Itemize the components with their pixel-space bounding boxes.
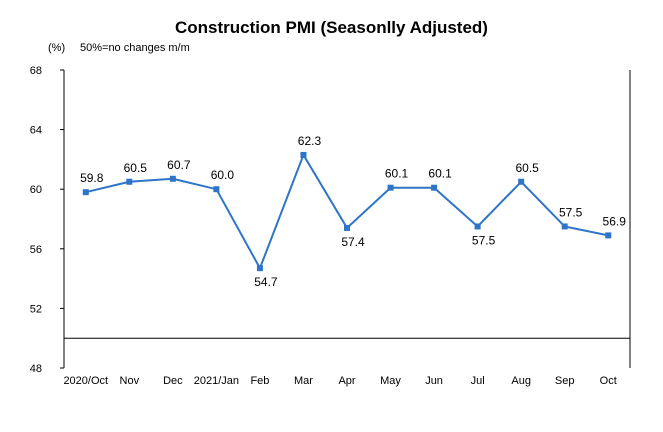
chart-note: 50%=no changes m/m xyxy=(80,42,190,54)
x-tick-label: 2020/Oct xyxy=(63,375,108,387)
x-tick-label: May xyxy=(380,375,401,387)
data-point xyxy=(82,189,89,196)
x-tick-label: Dec xyxy=(163,375,183,387)
y-tick-label: 60 xyxy=(30,184,42,196)
data-point xyxy=(256,265,263,272)
x-tick-label: Jul xyxy=(471,375,485,387)
data-label: 62.3 xyxy=(298,134,322,148)
data-label: 57.5 xyxy=(472,233,496,247)
data-label: 57.5 xyxy=(559,205,583,219)
x-tick-label: Apr xyxy=(338,375,355,387)
data-label: 60.5 xyxy=(515,161,539,175)
data-point xyxy=(474,223,481,230)
data-label: 60.5 xyxy=(124,161,148,175)
data-label: 60.1 xyxy=(428,167,452,181)
data-label: 54.7 xyxy=(254,275,278,289)
y-unit-label: (%) xyxy=(48,42,65,54)
data-label: 60.7 xyxy=(167,158,191,172)
x-tick-label: Oct xyxy=(600,375,617,387)
data-label: 56.9 xyxy=(603,214,627,228)
data-point xyxy=(518,178,525,185)
axes xyxy=(63,70,631,368)
data-point xyxy=(126,178,133,185)
y-tick-label: 64 xyxy=(30,125,42,137)
data-point xyxy=(213,186,220,193)
x-tick-label: Feb xyxy=(250,375,269,387)
data-point xyxy=(387,184,394,191)
data-label: 59.8 xyxy=(80,171,104,185)
data-point xyxy=(300,151,307,158)
data-point xyxy=(561,223,568,230)
y-tick-label: 56 xyxy=(30,244,42,256)
data-point xyxy=(605,232,612,239)
y-tick-labels: 48 52 56 60 64 68 xyxy=(30,65,64,375)
chart-title: Construction PMI (Seasonlly Adjusted) xyxy=(175,18,488,37)
data-labels: 59.8 60.5 60.7 60.0 54.7 62.3 57.4 60.1 60.1 57.5… xyxy=(80,134,626,289)
x-tick-labels: 2020/Oct Nov Dec 2021/Jan Feb Mar Apr May Jun Jul… xyxy=(63,375,616,387)
data-label: 57.4 xyxy=(341,235,365,249)
x-tick-label: Mar xyxy=(294,375,313,387)
x-tick-label: Aug xyxy=(511,375,531,387)
data-point xyxy=(169,175,176,182)
x-tick-label: Sep xyxy=(555,375,575,387)
data-label: 60.0 xyxy=(211,168,235,182)
data-label: 60.1 xyxy=(385,167,409,181)
x-tick-label: Nov xyxy=(120,375,140,387)
x-tick-label: 2021/Jan xyxy=(194,375,239,387)
x-tick-label: Jun xyxy=(425,375,443,387)
y-tick-label: 68 xyxy=(30,65,42,77)
y-tick-label: 48 xyxy=(30,363,42,375)
data-point xyxy=(431,184,438,191)
series-line xyxy=(82,151,612,272)
data-point xyxy=(344,224,350,231)
y-tick-label: 52 xyxy=(30,303,42,315)
